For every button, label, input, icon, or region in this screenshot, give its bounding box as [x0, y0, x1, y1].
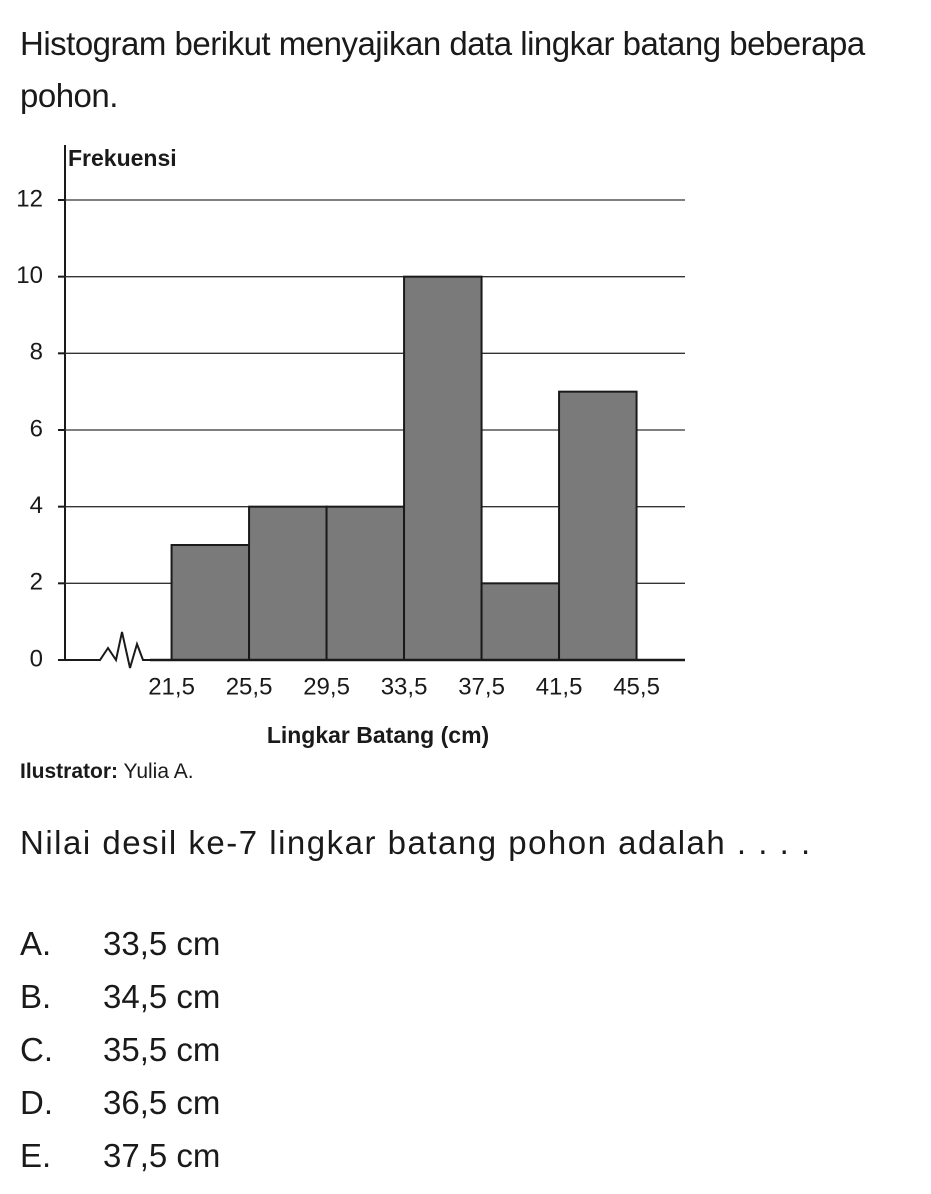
credit-name: Yulia A.	[123, 760, 194, 783]
option-text: 37,5 cm	[103, 1137, 221, 1174]
y-tick-label: 0	[30, 645, 43, 672]
y-tick-label: 8	[30, 339, 43, 366]
option-letter: D.	[20, 1084, 53, 1121]
bar	[480, 582, 561, 661]
y-tick-label: 6	[30, 415, 43, 442]
bar	[325, 505, 406, 661]
option: B. 34,5 cm	[20, 978, 220, 1016]
x-axis-label: Lingkar Batang (cm)	[267, 722, 489, 748]
y-axis-label: Frekuensi	[68, 145, 177, 171]
option: E. 37,5 cm	[20, 1137, 220, 1175]
x-tick-label: 21,5	[148, 673, 195, 700]
y-tick-label: 12	[16, 185, 43, 212]
bar	[248, 505, 328, 661]
option-letter: A.	[20, 925, 52, 962]
option-text: 35,5 cm	[103, 1031, 221, 1068]
option-letter: B.	[20, 978, 52, 1015]
y-tick-label: 10	[16, 262, 43, 289]
option-letter: C.	[20, 1031, 53, 1068]
x-tick-label: 41,5	[536, 673, 583, 700]
x-tick-label: 37,5	[458, 673, 505, 700]
option-text: 36,5 cm	[103, 1084, 221, 1121]
bar	[170, 544, 251, 661]
option-text: 34,5 cm	[103, 978, 221, 1015]
x-tick-label: 25,5	[226, 673, 273, 700]
option: C. 35,5 cm	[20, 1031, 220, 1069]
option-text: 33,5 cm	[103, 925, 221, 962]
option: D. 36,5 cm	[20, 1084, 220, 1122]
question-text: Nilai desil ke-7 lingkar batang pohon ad…	[20, 824, 812, 861]
bar	[558, 390, 638, 661]
x-tick-label: 29,5	[303, 673, 350, 700]
option-letter: E.	[20, 1137, 52, 1174]
x-tick-label: 33,5	[381, 673, 428, 700]
credit-label: Ilustrator:	[20, 760, 119, 783]
y-tick-label: 2	[30, 569, 43, 596]
x-tick-label: 45,5	[613, 673, 660, 700]
axis-break	[65, 631, 150, 669]
credit: Ilustrator: Yulia A.	[20, 760, 194, 784]
bar	[403, 275, 483, 661]
option: A. 33,5 cm	[20, 925, 220, 963]
intro-text: Histogram berikut menyajikan data lingka…	[20, 25, 865, 114]
y-tick-label: 4	[30, 492, 43, 519]
histogram: Frekuensi Lingkar Batang (cm) 0 2 4 6 8 10 12 2…	[16, 145, 685, 748]
